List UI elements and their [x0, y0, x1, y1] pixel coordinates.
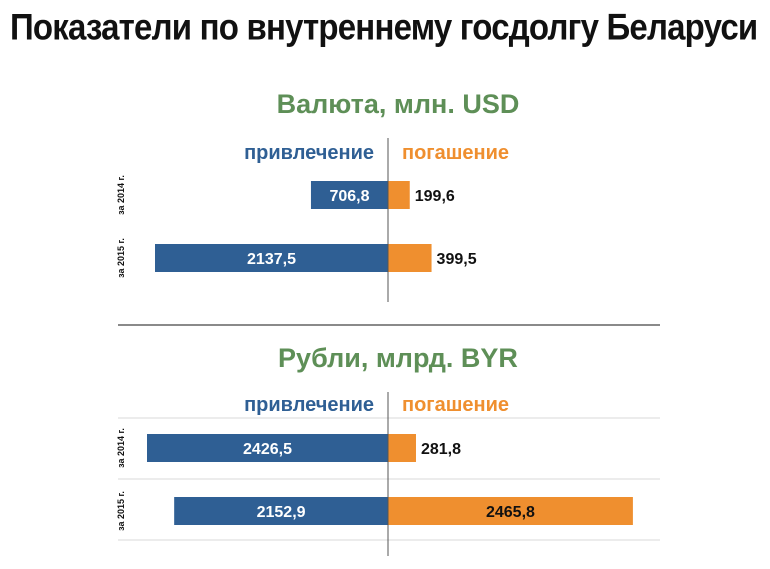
data-label-repayment: 2465,8: [486, 504, 535, 521]
data-label-repayment: 399,5: [437, 251, 477, 268]
data-label-borrowing: 706,8: [329, 188, 369, 205]
page-title: Показатели по внутреннему госдолгу Белар…: [10, 6, 758, 48]
legend-borrowing: привлечение: [244, 142, 374, 164]
category-label: за 2014 г.: [116, 428, 126, 468]
bar-repayment: [388, 181, 410, 209]
data-label-repayment: 199,6: [415, 188, 455, 205]
category-label: за 2015 г.: [116, 491, 126, 531]
bar-borrowing: [310, 181, 388, 209]
category-label: за 2015 г.: [116, 238, 126, 278]
bar-repayment: [388, 434, 416, 462]
bar-borrowing: [174, 497, 388, 525]
bar-borrowing: [155, 244, 388, 272]
panel-title: Валюта, млн. USD: [277, 89, 520, 119]
panel-title: Рубли, млрд. BYR: [278, 343, 518, 373]
data-label-borrowing: 2152,9: [257, 504, 306, 521]
bar-repayment: [388, 244, 432, 272]
legend-borrowing: привлечение: [244, 394, 374, 416]
category-label: за 2014 г.: [116, 175, 126, 215]
bar-repayment: [388, 497, 633, 525]
data-label-borrowing: 2426,5: [243, 441, 292, 458]
bar-borrowing: [147, 434, 388, 462]
data-label-borrowing: 2137,5: [247, 251, 296, 268]
data-label-repayment: 281,8: [421, 441, 461, 458]
legend-repayment: погашение: [402, 142, 509, 164]
legend-repayment: погашение: [402, 394, 509, 416]
